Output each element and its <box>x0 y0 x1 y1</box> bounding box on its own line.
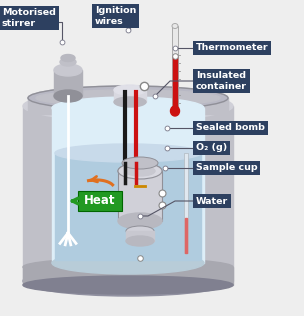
Bar <box>23 267 233 285</box>
Ellipse shape <box>54 64 82 76</box>
Ellipse shape <box>23 266 233 296</box>
Text: Sample cup: Sample cup <box>196 163 257 173</box>
Text: Thermometer: Thermometer <box>196 44 269 52</box>
Bar <box>52 108 204 263</box>
Ellipse shape <box>118 163 162 179</box>
Bar <box>55 153 201 260</box>
Ellipse shape <box>126 226 154 236</box>
Ellipse shape <box>118 163 162 179</box>
Ellipse shape <box>23 276 233 294</box>
Bar <box>173 56 177 111</box>
Bar <box>78 191 122 211</box>
Bar <box>126 231 154 241</box>
Ellipse shape <box>36 90 220 106</box>
Ellipse shape <box>171 106 179 116</box>
Ellipse shape <box>61 54 75 62</box>
Bar <box>54 70 82 96</box>
Ellipse shape <box>52 252 204 274</box>
Ellipse shape <box>23 91 233 121</box>
Text: Ignition
wires: Ignition wires <box>95 6 136 26</box>
Ellipse shape <box>114 85 146 95</box>
Bar <box>114 90 146 102</box>
Bar <box>184 153 188 253</box>
Text: O₂ (g): O₂ (g) <box>196 143 227 153</box>
Ellipse shape <box>28 86 228 110</box>
Ellipse shape <box>60 58 76 66</box>
Text: Sealed bomb: Sealed bomb <box>196 124 265 132</box>
Ellipse shape <box>126 236 154 246</box>
Bar <box>172 26 178 111</box>
Text: Insulated
container: Insulated container <box>196 71 247 91</box>
Ellipse shape <box>55 144 201 162</box>
Bar <box>23 106 233 281</box>
Bar <box>28 98 228 114</box>
Ellipse shape <box>23 258 233 276</box>
Ellipse shape <box>172 23 178 28</box>
Ellipse shape <box>54 90 82 102</box>
Ellipse shape <box>125 166 155 176</box>
Text: Water: Water <box>196 197 228 205</box>
Bar <box>185 218 187 253</box>
Ellipse shape <box>52 97 204 119</box>
Ellipse shape <box>114 97 146 107</box>
Ellipse shape <box>118 213 162 229</box>
Ellipse shape <box>122 157 158 169</box>
Bar <box>118 171 162 221</box>
Text: Heat: Heat <box>84 195 116 208</box>
Text: Motorised
stirrer: Motorised stirrer <box>2 8 56 28</box>
